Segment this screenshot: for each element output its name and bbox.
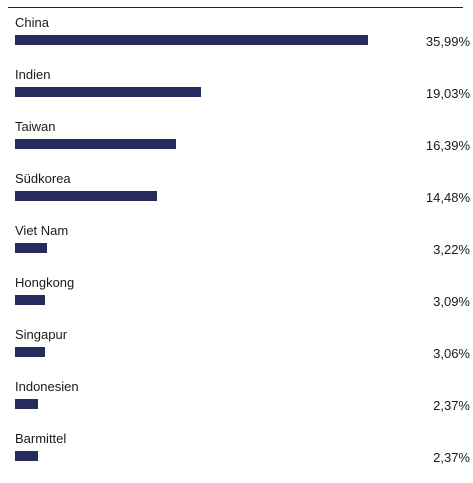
category-label: Indonesien (15, 379, 79, 394)
top-rule (8, 7, 463, 8)
category-label: Singapur (15, 327, 68, 342)
bar (15, 451, 38, 461)
bar-row: Indien 19,03% (0, 67, 473, 119)
value-label: 14,48% (425, 190, 470, 205)
category-label: Hongkong (15, 275, 75, 290)
bar (15, 295, 45, 305)
bar-row: Südkorea 14,48% (0, 171, 473, 223)
value-label: 3,09% (433, 294, 470, 309)
bar (15, 243, 47, 253)
bar-row: Hongkong 3,09% (0, 275, 473, 327)
bar (15, 139, 176, 149)
category-label: Südkorea (15, 171, 71, 186)
value-label: 35,99% (425, 34, 470, 49)
bar-row: Viet Nam 3,22% (0, 223, 473, 275)
category-label: Taiwan (15, 119, 56, 134)
value-label: 2,37% (433, 398, 470, 413)
value-label: 19,03% (425, 86, 470, 101)
bar (15, 399, 38, 409)
allocation-bar-chart: China 35,99% Indien 19,03% Taiwan 16,39% Südko… (0, 7, 473, 465)
bar-row: Barmittel 2,37% (0, 431, 473, 483)
value-label: 3,22% (433, 242, 470, 257)
bar (15, 347, 45, 357)
bar (15, 35, 368, 45)
value-label: 16,39% (425, 138, 470, 153)
bar-row: Indonesien 2,37% (0, 379, 473, 431)
bar (15, 87, 201, 97)
bar (15, 191, 157, 201)
category-label: Barmittel (15, 431, 67, 446)
category-label: Viet Nam (15, 223, 69, 238)
category-label: Indien (15, 67, 51, 82)
category-label: China (15, 15, 49, 30)
bar-row: China 35,99% (0, 15, 473, 67)
value-label: 3,06% (433, 346, 470, 361)
bar-row: Taiwan 16,39% (0, 119, 473, 171)
value-label: 2,37% (433, 450, 470, 465)
bar-row: Singapur 3,06% (0, 327, 473, 379)
